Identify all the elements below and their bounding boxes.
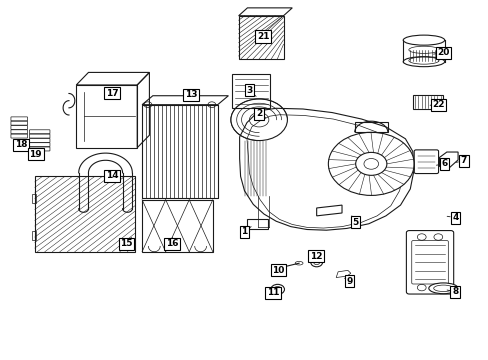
Bar xyxy=(354,122,387,132)
Ellipse shape xyxy=(428,283,457,294)
Ellipse shape xyxy=(403,35,444,45)
Bar xyxy=(232,74,270,108)
Bar xyxy=(277,265,281,272)
Bar xyxy=(142,200,212,252)
Text: 21: 21 xyxy=(256,32,269,41)
Text: 22: 22 xyxy=(431,100,444,109)
Text: 3: 3 xyxy=(246,86,252,95)
Bar xyxy=(32,194,36,203)
Text: 6: 6 xyxy=(440,159,447,168)
Text: 2: 2 xyxy=(256,109,262,118)
Text: 12: 12 xyxy=(309,252,322,261)
Bar xyxy=(238,16,283,59)
Text: 1: 1 xyxy=(241,228,247,237)
Bar xyxy=(142,105,217,198)
Text: 9: 9 xyxy=(346,276,352,285)
Bar xyxy=(247,220,267,229)
Text: 13: 13 xyxy=(184,90,197,99)
Text: 8: 8 xyxy=(451,287,457,296)
Text: 10: 10 xyxy=(272,266,284,275)
Text: 18: 18 xyxy=(15,140,27,149)
Text: 4: 4 xyxy=(451,213,458,222)
Text: 15: 15 xyxy=(120,239,132,248)
Bar xyxy=(32,231,36,240)
Text: 7: 7 xyxy=(460,157,466,166)
Text: 16: 16 xyxy=(166,239,178,248)
Ellipse shape xyxy=(403,57,444,67)
Bar xyxy=(412,95,442,109)
Bar xyxy=(76,85,137,148)
Bar xyxy=(35,176,135,252)
Text: 11: 11 xyxy=(266,288,279,297)
Text: 20: 20 xyxy=(436,48,448,57)
Text: 14: 14 xyxy=(105,171,118,180)
Text: 19: 19 xyxy=(29,150,42,159)
Circle shape xyxy=(328,132,413,195)
Text: 5: 5 xyxy=(352,218,358,227)
Text: 17: 17 xyxy=(105,89,118,98)
